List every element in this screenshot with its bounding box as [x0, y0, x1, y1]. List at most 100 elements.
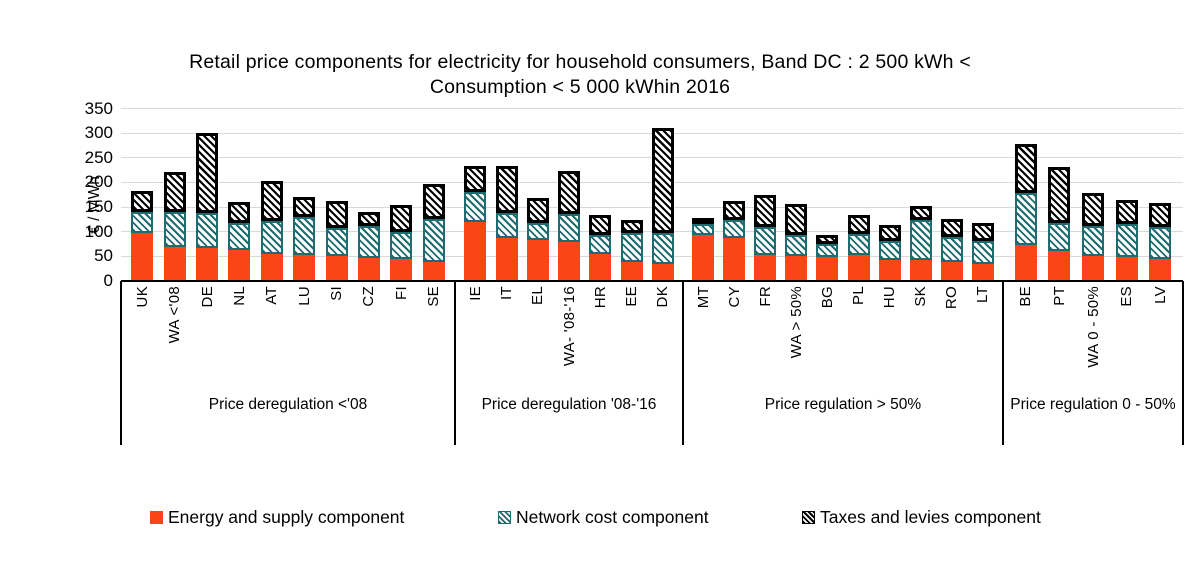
bar-segment-energy: [558, 241, 580, 281]
group-separator: [682, 281, 684, 445]
group-caption: Price deregulation <'08: [208, 396, 368, 413]
bar-HR: [589, 214, 612, 281]
bar-CZ: [357, 211, 380, 281]
bar-segment-network: [723, 219, 746, 238]
x-axis-label-text: DK: [654, 286, 672, 308]
x-axis-label: WA- '08-'16: [552, 286, 586, 438]
x-axis-label: IT: [490, 286, 524, 438]
bar-segment-energy: [293, 254, 316, 281]
bar-SK: [909, 206, 932, 281]
x-axis-label: SI: [320, 286, 354, 438]
bar-segment-network: [754, 227, 777, 255]
bar-segment-taxes: [651, 128, 674, 233]
x-axis-label-text: WA > 50%: [787, 286, 805, 359]
bar-segment-energy: [1149, 259, 1172, 281]
x-axis-label-text: WA <'08: [166, 286, 184, 344]
bar-segment-energy: [325, 255, 348, 281]
y-tick-label: 150: [84, 197, 113, 217]
bar-WA > 50%: [785, 203, 808, 281]
bar-segment-energy: [785, 255, 808, 281]
x-axis-label: DK: [646, 286, 680, 438]
bar-EE: [620, 219, 643, 281]
bar-segment-taxes: [228, 201, 251, 223]
x-axis-label: WA <'08: [158, 286, 192, 438]
bar-segment-energy: [131, 233, 154, 281]
legend-item-network: Network cost component: [498, 504, 709, 530]
bar-segment-network: [558, 214, 580, 242]
legend-item-taxes: Taxes and levies component: [802, 504, 1041, 530]
bar-AT: [260, 181, 283, 281]
x-axis-label-text: BG: [818, 286, 836, 309]
legend-label-network: Network cost component: [516, 506, 709, 527]
bar-segment-energy: [1082, 255, 1104, 281]
bar-LT: [971, 222, 994, 281]
bar-segment-network: [589, 235, 612, 254]
bar-UK: [131, 190, 154, 281]
x-axis-label: BE: [1009, 286, 1043, 438]
x-axis-label-text: IT: [498, 286, 515, 300]
x-axis-label: SE: [417, 286, 451, 438]
gridline: [121, 108, 1183, 109]
bar-segment-taxes: [495, 165, 518, 214]
bar-segment-taxes: [754, 194, 777, 228]
x-axis-label-text: SK: [912, 286, 930, 307]
x-axis-label-text: ES: [1118, 286, 1136, 307]
bar-segment-energy: [357, 257, 380, 281]
bar-segment-network: [390, 231, 413, 259]
x-axis-label-text: CY: [725, 286, 743, 308]
bar-segment-taxes: [422, 184, 445, 219]
bar-LV: [1149, 202, 1172, 281]
bar-FI: [390, 204, 413, 281]
x-axis-label-text: RO: [943, 286, 961, 310]
bar-segment-energy: [228, 249, 251, 281]
bar-segment-network: [651, 232, 674, 265]
x-axis-label-text: SI: [328, 286, 346, 301]
y-tick-label: 0: [103, 271, 113, 290]
group-caption: Price deregulation '08-'16: [481, 396, 657, 413]
x-axis-label: HR: [583, 286, 617, 438]
y-tick-label: 250: [84, 147, 113, 167]
bar-segment-energy: [651, 264, 674, 281]
energy-swatch-icon: [150, 510, 163, 524]
bar-segment-network: [260, 221, 283, 254]
legend-item-energy: Energy and supply component: [150, 504, 404, 530]
legend: Energy and supply component Network cost…: [0, 504, 1195, 534]
bar-segment-network: [692, 224, 715, 236]
bar-DK: [651, 128, 674, 281]
x-axis-label-text: LT: [974, 286, 992, 303]
bar-segment-network: [163, 212, 186, 248]
bar-segment-taxes: [847, 214, 870, 234]
bar-DE: [196, 133, 219, 281]
bar-SI: [325, 200, 348, 281]
x-axis-label-text: HU: [881, 286, 899, 309]
bar-segment-energy: [1048, 250, 1071, 281]
bar-segment-network: [1115, 223, 1138, 258]
x-axis-label: PL: [842, 286, 876, 438]
x-axis-label: AT: [255, 286, 289, 438]
bar-segment-network: [464, 191, 487, 223]
bar-segment-network: [357, 225, 380, 258]
x-axis-label: SK: [904, 286, 938, 438]
bar-segment-energy: [692, 235, 715, 281]
bar-segment-taxes: [196, 133, 219, 214]
y-tick-label: 350: [84, 98, 113, 118]
bar-segment-network: [847, 233, 870, 255]
bar-FR: [754, 194, 777, 281]
bar-WA 0 - 50%: [1082, 193, 1104, 281]
bar-segment-taxes: [526, 197, 549, 224]
bar-segment-network: [940, 237, 963, 263]
bar-segment-energy: [1014, 245, 1037, 281]
bar-segment-taxes: [357, 211, 380, 226]
x-axis-label-text: FI: [392, 286, 410, 300]
bar-segment-taxes: [878, 225, 901, 242]
x-axis-label: HU: [873, 286, 907, 438]
bar-PL: [847, 214, 870, 281]
bar-segment-taxes: [692, 218, 715, 225]
bar-segment-network: [1014, 193, 1037, 246]
bar-segment-network: [971, 240, 994, 265]
x-axis-label-text: PL: [850, 286, 868, 305]
bar-SE: [422, 184, 445, 281]
bar-segment-taxes: [723, 200, 746, 220]
bar-segment-energy: [754, 254, 777, 281]
bar-segment-energy: [816, 257, 839, 281]
